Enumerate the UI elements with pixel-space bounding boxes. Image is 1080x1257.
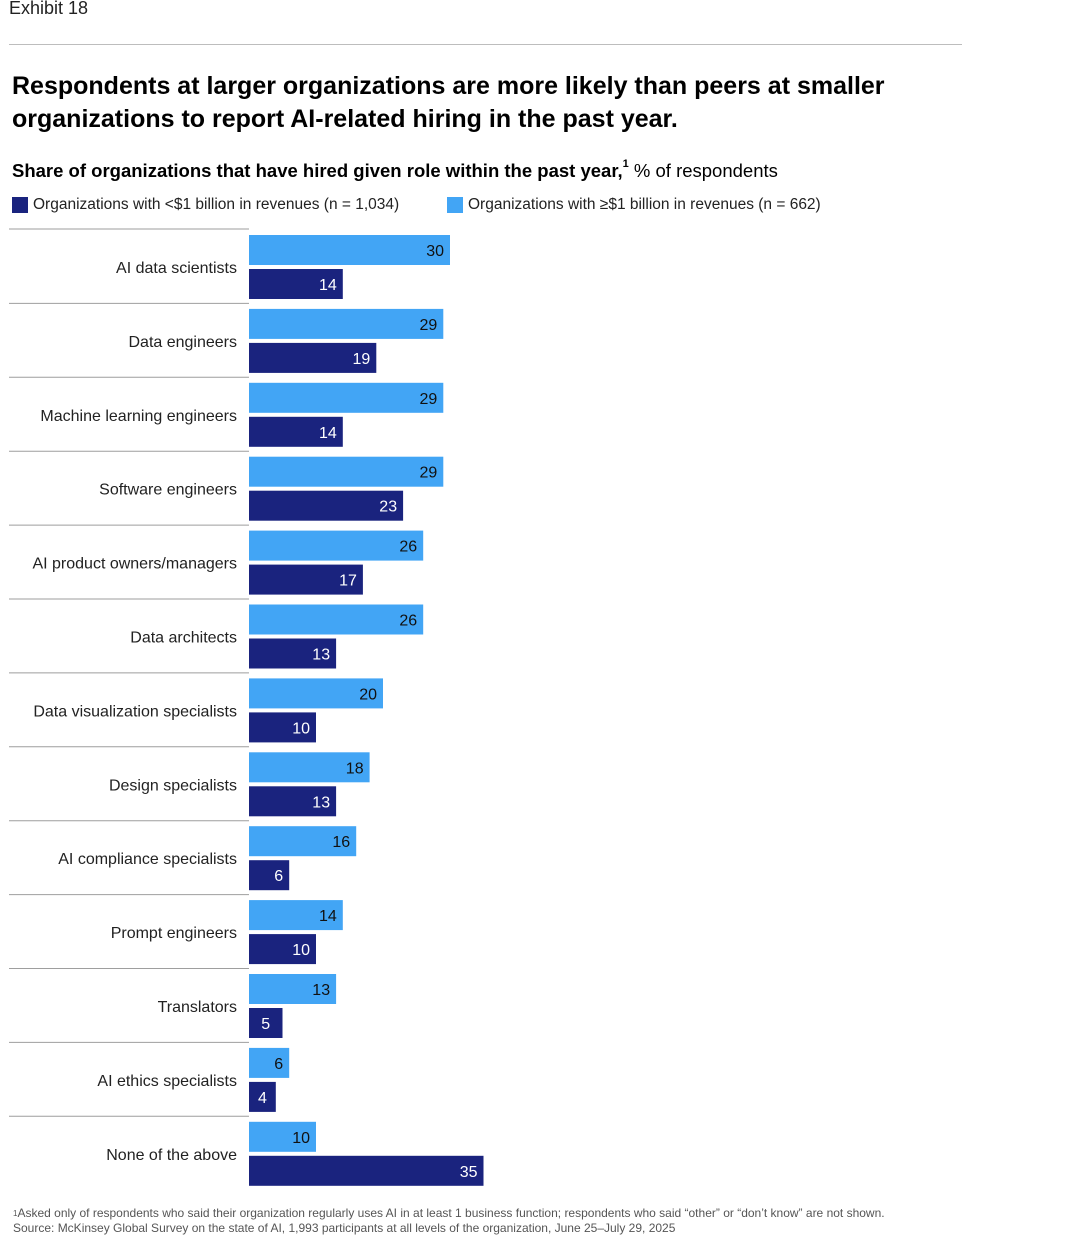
bar-small (249, 860, 290, 891)
bar-chart: AI data scientists 30 14 Data engineers 29 19… (9, 228, 484, 1186)
value-label-small: 23 (379, 499, 397, 516)
value-label-small: 13 (312, 647, 330, 664)
legend-item-large: Organizations with ≥$1 billion in revenu… (447, 196, 821, 214)
value-label-large: 29 (420, 391, 438, 408)
value-label-large: 26 (399, 539, 417, 556)
category-label: None of the above (106, 1147, 237, 1164)
bar-small (249, 564, 363, 595)
value-label-large: 6 (274, 1056, 283, 1073)
value-label-large: 30 (426, 243, 444, 260)
value-label-small: 5 (261, 1016, 270, 1033)
bar-small (249, 416, 343, 447)
bar-small (249, 1081, 276, 1112)
bar-large (249, 235, 450, 265)
category-label: Software engineers (99, 482, 237, 499)
footnote-marker: 1 (13, 1209, 18, 1218)
footnote-body: Asked only of respondents who said their… (17, 1206, 885, 1220)
category-label: Translators (158, 999, 237, 1016)
bar-small (249, 1155, 484, 1186)
value-label-large: 14 (319, 908, 337, 925)
category-label: AI product owners/managers (32, 556, 237, 573)
legend-swatch-small (12, 197, 28, 213)
chart-footnote: 1Asked only of respondents who said thei… (13, 1206, 885, 1236)
category-label: AI data scientists (116, 260, 237, 277)
exhibit-label: Exhibit 18 (9, 0, 89, 18)
source-text: Source: McKinsey Global Survey on the st… (13, 1221, 676, 1235)
category-label: Data visualization specialists (33, 703, 237, 720)
bar-large (249, 752, 370, 783)
subtitle-footnote-marker: 1 (622, 158, 629, 170)
subtitle-bold: Share of organizations that have hired g… (12, 160, 623, 181)
value-label-small: 14 (319, 277, 337, 294)
value-label-large: 29 (420, 317, 438, 334)
bar-large (249, 678, 383, 709)
bar-large (249, 530, 424, 561)
legend-swatch-large (447, 197, 463, 213)
value-label-large: 18 (346, 760, 364, 777)
bar-small (249, 269, 343, 299)
value-label-small: 35 (460, 1164, 478, 1181)
bar-large (249, 974, 337, 1004)
bar-large (249, 456, 444, 487)
category-label: Data engineers (128, 334, 237, 351)
bar-small (249, 638, 337, 669)
category-label: Design specialists (109, 777, 237, 794)
category-label: AI compliance specialists (58, 851, 237, 868)
bar-large (249, 900, 343, 931)
value-label-small: 19 (353, 351, 371, 368)
bar-large (249, 604, 424, 635)
legend-item-small: Organizations with <$1 billion in revenu… (12, 196, 399, 214)
value-label-small: 14 (319, 425, 337, 442)
value-label-small: 13 (312, 794, 330, 811)
category-label: AI ethics specialists (97, 1073, 237, 1090)
value-label-small: 6 (274, 868, 283, 885)
top-divider (9, 44, 962, 45)
bar-small (249, 934, 316, 965)
legend-label-small: Organizations with <$1 billion in revenu… (33, 196, 400, 213)
bar-small (249, 712, 316, 743)
bar-small (249, 786, 337, 817)
category-label: Machine learning engineers (40, 408, 237, 425)
value-label-large: 29 (420, 465, 438, 482)
bar-small (249, 1008, 283, 1038)
value-label-large: 13 (312, 982, 330, 999)
legend-label-large: Organizations with ≥$1 billion in revenu… (468, 196, 821, 213)
bar-large (249, 1121, 316, 1152)
bar-large (249, 826, 357, 857)
value-label-small: 4 (258, 1090, 267, 1107)
subtitle-unit: % of respondents (628, 160, 778, 181)
bar-large (249, 308, 444, 339)
category-label: Data architects (130, 629, 237, 646)
bar-small (249, 342, 377, 373)
chart-subtitle: Share of organizations that have hired g… (12, 158, 778, 182)
category-label: Prompt engineers (111, 925, 237, 942)
value-label-small: 10 (292, 942, 310, 959)
value-label-large: 26 (399, 613, 417, 630)
value-label-small: 17 (339, 573, 357, 590)
chart-headline: Respondents at larger organizations are … (12, 72, 885, 133)
value-label-small: 10 (292, 720, 310, 737)
value-label-large: 10 (292, 1130, 310, 1147)
value-label-large: 20 (359, 686, 377, 703)
bar-small (249, 490, 404, 521)
footnote-text: 1Asked only of respondents who said thei… (13, 1206, 885, 1221)
bar-large (249, 1047, 290, 1078)
bar-large (249, 382, 444, 413)
value-label-large: 16 (332, 834, 350, 851)
